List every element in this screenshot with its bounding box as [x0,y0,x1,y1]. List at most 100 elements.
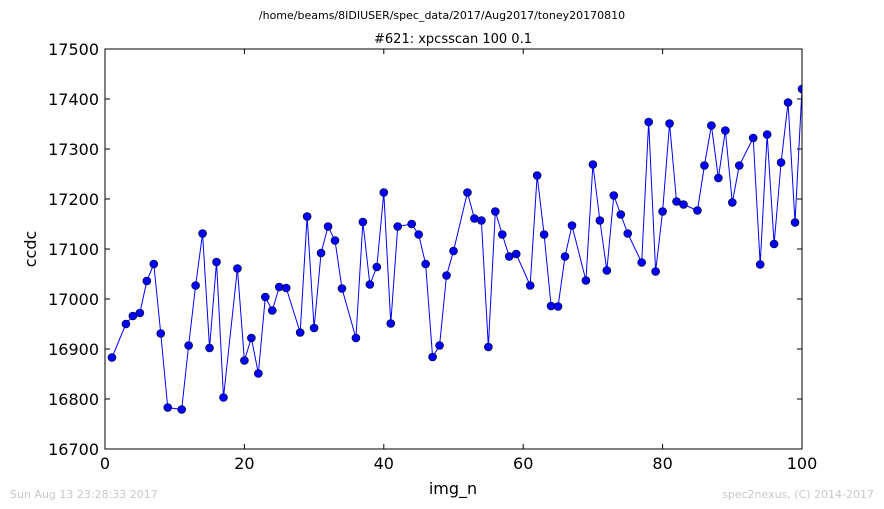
data-point [707,121,716,130]
data-point [755,260,765,269]
data-point [595,216,605,225]
data-point [665,119,674,128]
data-point [700,161,709,170]
y-tick-label: 17300 [48,140,99,159]
data-point [372,262,382,272]
data-point [198,229,207,238]
data-point [748,133,758,143]
series-line [111,88,802,411]
data-point [658,207,667,216]
chart-title: #621: xpcsscan 100 0.1 [374,32,532,47]
data-point [330,236,340,245]
data-point [449,246,458,256]
data-point [233,264,242,273]
data-point [407,219,416,229]
data-point [281,283,291,293]
data-point [337,284,347,293]
data-point [477,216,486,225]
data-point [637,258,646,267]
data-point [316,248,326,258]
y-tick-label: 17400 [48,90,99,109]
data-point [769,239,779,249]
data-point [212,257,221,267]
data-point [379,188,389,197]
data-point [421,259,430,269]
data-point [351,333,361,343]
data-point [525,281,535,290]
data-point [602,266,612,275]
data-layer [107,84,802,414]
y-tick-label: 16700 [48,440,99,459]
data-point [135,308,145,318]
data-point [567,221,577,230]
suptitle: /home/beams/8IDIUSER/spec_data/2017/Aug2… [259,9,625,22]
data-point [107,353,117,362]
data-point [734,161,744,170]
data-point [727,198,737,207]
x-tick-label: 80 [652,454,672,473]
data-point [651,267,660,276]
data-point [358,217,368,227]
data-point [581,276,591,285]
footer-timestamp: Sun Aug 13 23:28:33 2017 [10,488,158,501]
y-tick-label: 16800 [48,390,99,409]
data-point [497,230,507,239]
data-point [219,393,228,402]
data-point [762,130,772,139]
y-tick-label: 17100 [48,240,99,259]
series-group [107,84,802,414]
y-tick-label: 17000 [48,290,99,309]
data-point [205,343,214,353]
data-point [560,252,570,261]
data-point [142,276,152,286]
data-point [644,117,653,127]
data-point [511,249,521,259]
data-point [414,230,423,239]
data-point [463,188,472,197]
data-point [435,341,444,350]
data-point [121,319,131,329]
data-point [365,280,375,289]
data-point [428,352,437,362]
data-point [393,222,403,231]
data-point [609,191,619,200]
data-point [553,302,563,311]
data-point [484,342,493,352]
data-point [295,328,305,337]
data-point [156,329,166,338]
data-point [721,126,730,135]
data-point [616,210,626,219]
data-point [783,98,793,107]
x-axis-label: img_n [429,479,477,499]
data-point [149,259,159,269]
x-tick-label: 20 [234,454,254,473]
data-point [184,341,193,350]
data-point [714,173,723,183]
data-point [309,323,319,333]
x-tick-label: 0 [100,454,110,473]
data-point [163,403,173,412]
data-point [240,356,249,365]
data-point [261,292,270,302]
x-tick-label: 60 [513,454,533,473]
data-point [797,84,802,94]
y-axis-label: ccdc [21,231,40,268]
data-point [491,207,500,216]
plot-frame [104,48,803,450]
data-point [623,229,633,238]
data-point [323,222,333,231]
data-point [191,281,200,290]
data-point [267,306,277,315]
y-tick-label: 17500 [48,40,99,59]
data-point [177,405,186,414]
data-point [302,212,312,221]
data-point [247,333,256,343]
y-tick-label: 17200 [48,190,99,209]
data-point [790,218,800,227]
data-point [254,369,263,378]
footer-credit: spec2nexus, (C) 2014-2017 [722,488,874,501]
data-point [386,319,396,328]
data-point [588,160,598,169]
x-tick-label: 40 [374,454,394,473]
